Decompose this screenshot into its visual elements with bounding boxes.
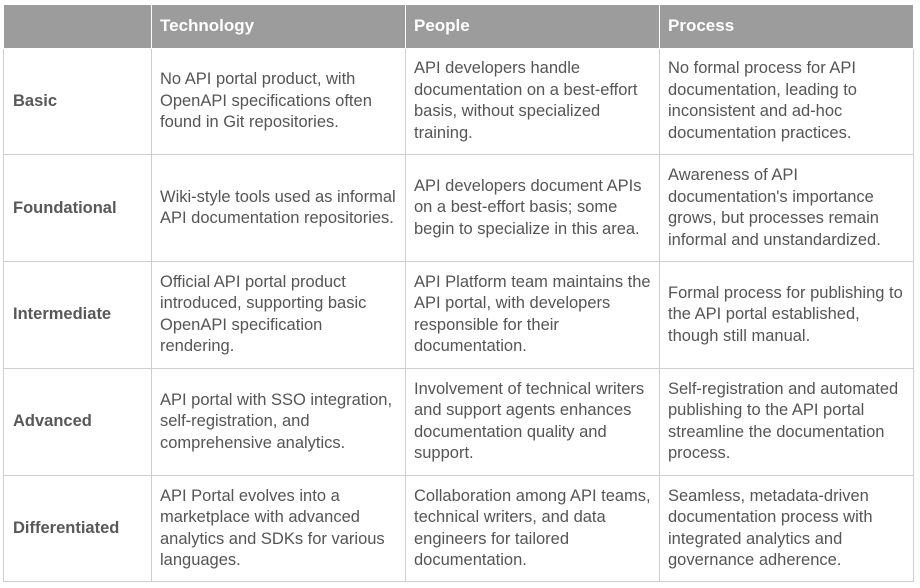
row-label-advanced: Advanced — [3, 367, 152, 476]
table-row-foundational: Foundational Wiki-style tools used as in… — [3, 154, 914, 263]
cell-foundational-process: Awareness of API documentation's importa… — [659, 154, 914, 263]
cell-differentiated-people: Collaboration among API teams, technical… — [405, 474, 660, 583]
maturity-table-container: Technology People Process Basic No API p… — [3, 5, 914, 583]
table-row-differentiated: Differentiated API Portal evolves into a… — [3, 474, 914, 583]
cell-foundational-people: API developers document APIs on a best-e… — [405, 154, 660, 263]
table-row-advanced: Advanced API portal with SSO integration… — [3, 367, 914, 476]
table-row-intermediate: Intermediate Official API portal product… — [3, 261, 914, 369]
cell-basic-technology: No API portal product, with OpenAPI spec… — [151, 47, 406, 156]
header-corner-cell — [3, 5, 152, 49]
cell-differentiated-technology: API Portal evolves into a marketplace wi… — [151, 474, 406, 583]
table-header: Technology People Process — [3, 5, 914, 49]
cell-differentiated-process: Seamless, metadata-driven documentation … — [659, 474, 914, 583]
header-technology: Technology — [151, 5, 406, 49]
row-label-basic: Basic — [3, 47, 152, 156]
cell-advanced-people: Involvement of technical writers and sup… — [405, 367, 660, 476]
cell-intermediate-process: Formal process for publishing to the API… — [659, 261, 914, 369]
table-body: Basic No API portal product, with OpenAP… — [3, 47, 914, 583]
cell-foundational-technology: Wiki-style tools used as informal API do… — [151, 154, 406, 263]
cell-basic-people: API developers handle documentation on a… — [405, 47, 660, 156]
cell-advanced-process: Self-registration and automated publishi… — [659, 367, 914, 476]
maturity-table: Technology People Process Basic No API p… — [3, 5, 914, 583]
table-row-basic: Basic No API portal product, with OpenAP… — [3, 47, 914, 156]
cell-advanced-technology: API portal with SSO integration, self-re… — [151, 367, 406, 476]
row-label-foundational: Foundational — [3, 154, 152, 263]
header-people: People — [405, 5, 660, 49]
cell-basic-process: No formal process for API documentation,… — [659, 47, 914, 156]
cell-intermediate-technology: Official API portal product introduced, … — [151, 261, 406, 369]
row-label-differentiated: Differentiated — [3, 474, 152, 583]
header-row: Technology People Process — [3, 5, 914, 49]
header-process: Process — [659, 5, 914, 49]
cell-intermediate-people: API Platform team maintains the API port… — [405, 261, 660, 369]
row-label-intermediate: Intermediate — [3, 261, 152, 369]
